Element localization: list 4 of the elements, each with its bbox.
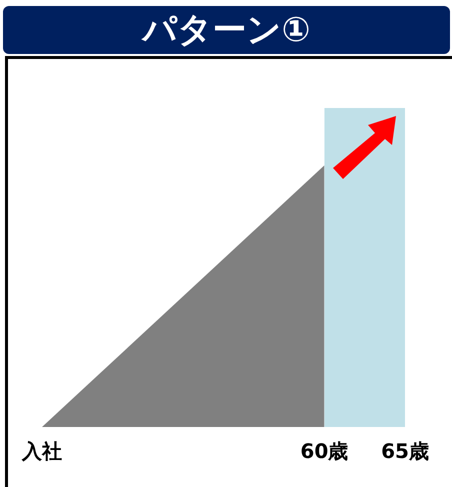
x-tick-label: 65歳 [381, 439, 429, 464]
chart-title: パターン① [3, 6, 450, 54]
x-tick-label: 60歳 [300, 439, 348, 464]
x-tick-label: 入社 [21, 439, 62, 464]
